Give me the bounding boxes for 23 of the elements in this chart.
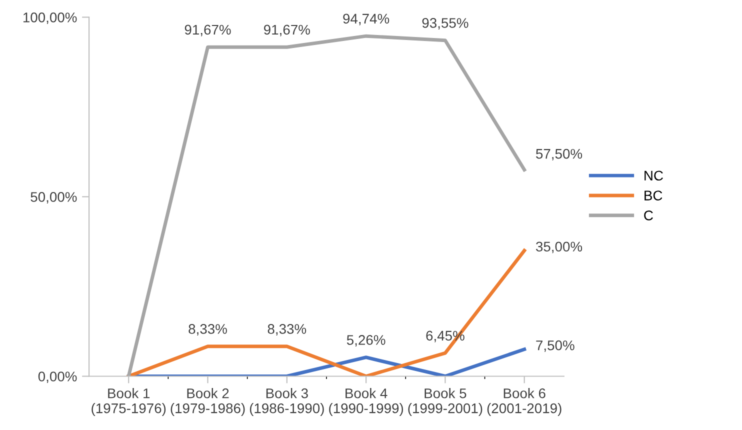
data-label: 7,50% [536, 340, 574, 352]
y-tick-label: 0,00% [38, 372, 77, 384]
data-label: 35,00% [536, 242, 582, 254]
legend-label: NC [644, 170, 663, 181]
data-label: 5,26% [346, 335, 386, 347]
data-label: 8,33% [188, 324, 227, 336]
data-label: 57,50% [536, 148, 582, 160]
x-tick-label: Book 4 (1990-1999) [329, 388, 404, 416]
y-tick-label: 50,00% [30, 192, 77, 204]
data-label: 91,67% [264, 24, 310, 36]
x-tick-label: Book 1 (1975-1976) [92, 388, 166, 416]
data-label: 94,74% [343, 14, 390, 26]
line-series [126, 248, 526, 376]
x-tick-label: Book 2 (1979-1986) [170, 388, 245, 416]
y-tick-label: 100,00% [23, 12, 77, 24]
x-tick-label: Book 6 (2001-2019) [487, 388, 562, 416]
data-label: 93,55% [422, 18, 468, 30]
legend-label: C [644, 210, 653, 220]
x-tick-label: Book 3 (1986-1990) [250, 388, 324, 416]
data-label: 8,33% [268, 324, 306, 336]
x-tick-label: Book 5 (1999-2001) [408, 388, 482, 416]
data-label: 91,67% [184, 24, 231, 36]
legend-label: BC [644, 190, 662, 200]
